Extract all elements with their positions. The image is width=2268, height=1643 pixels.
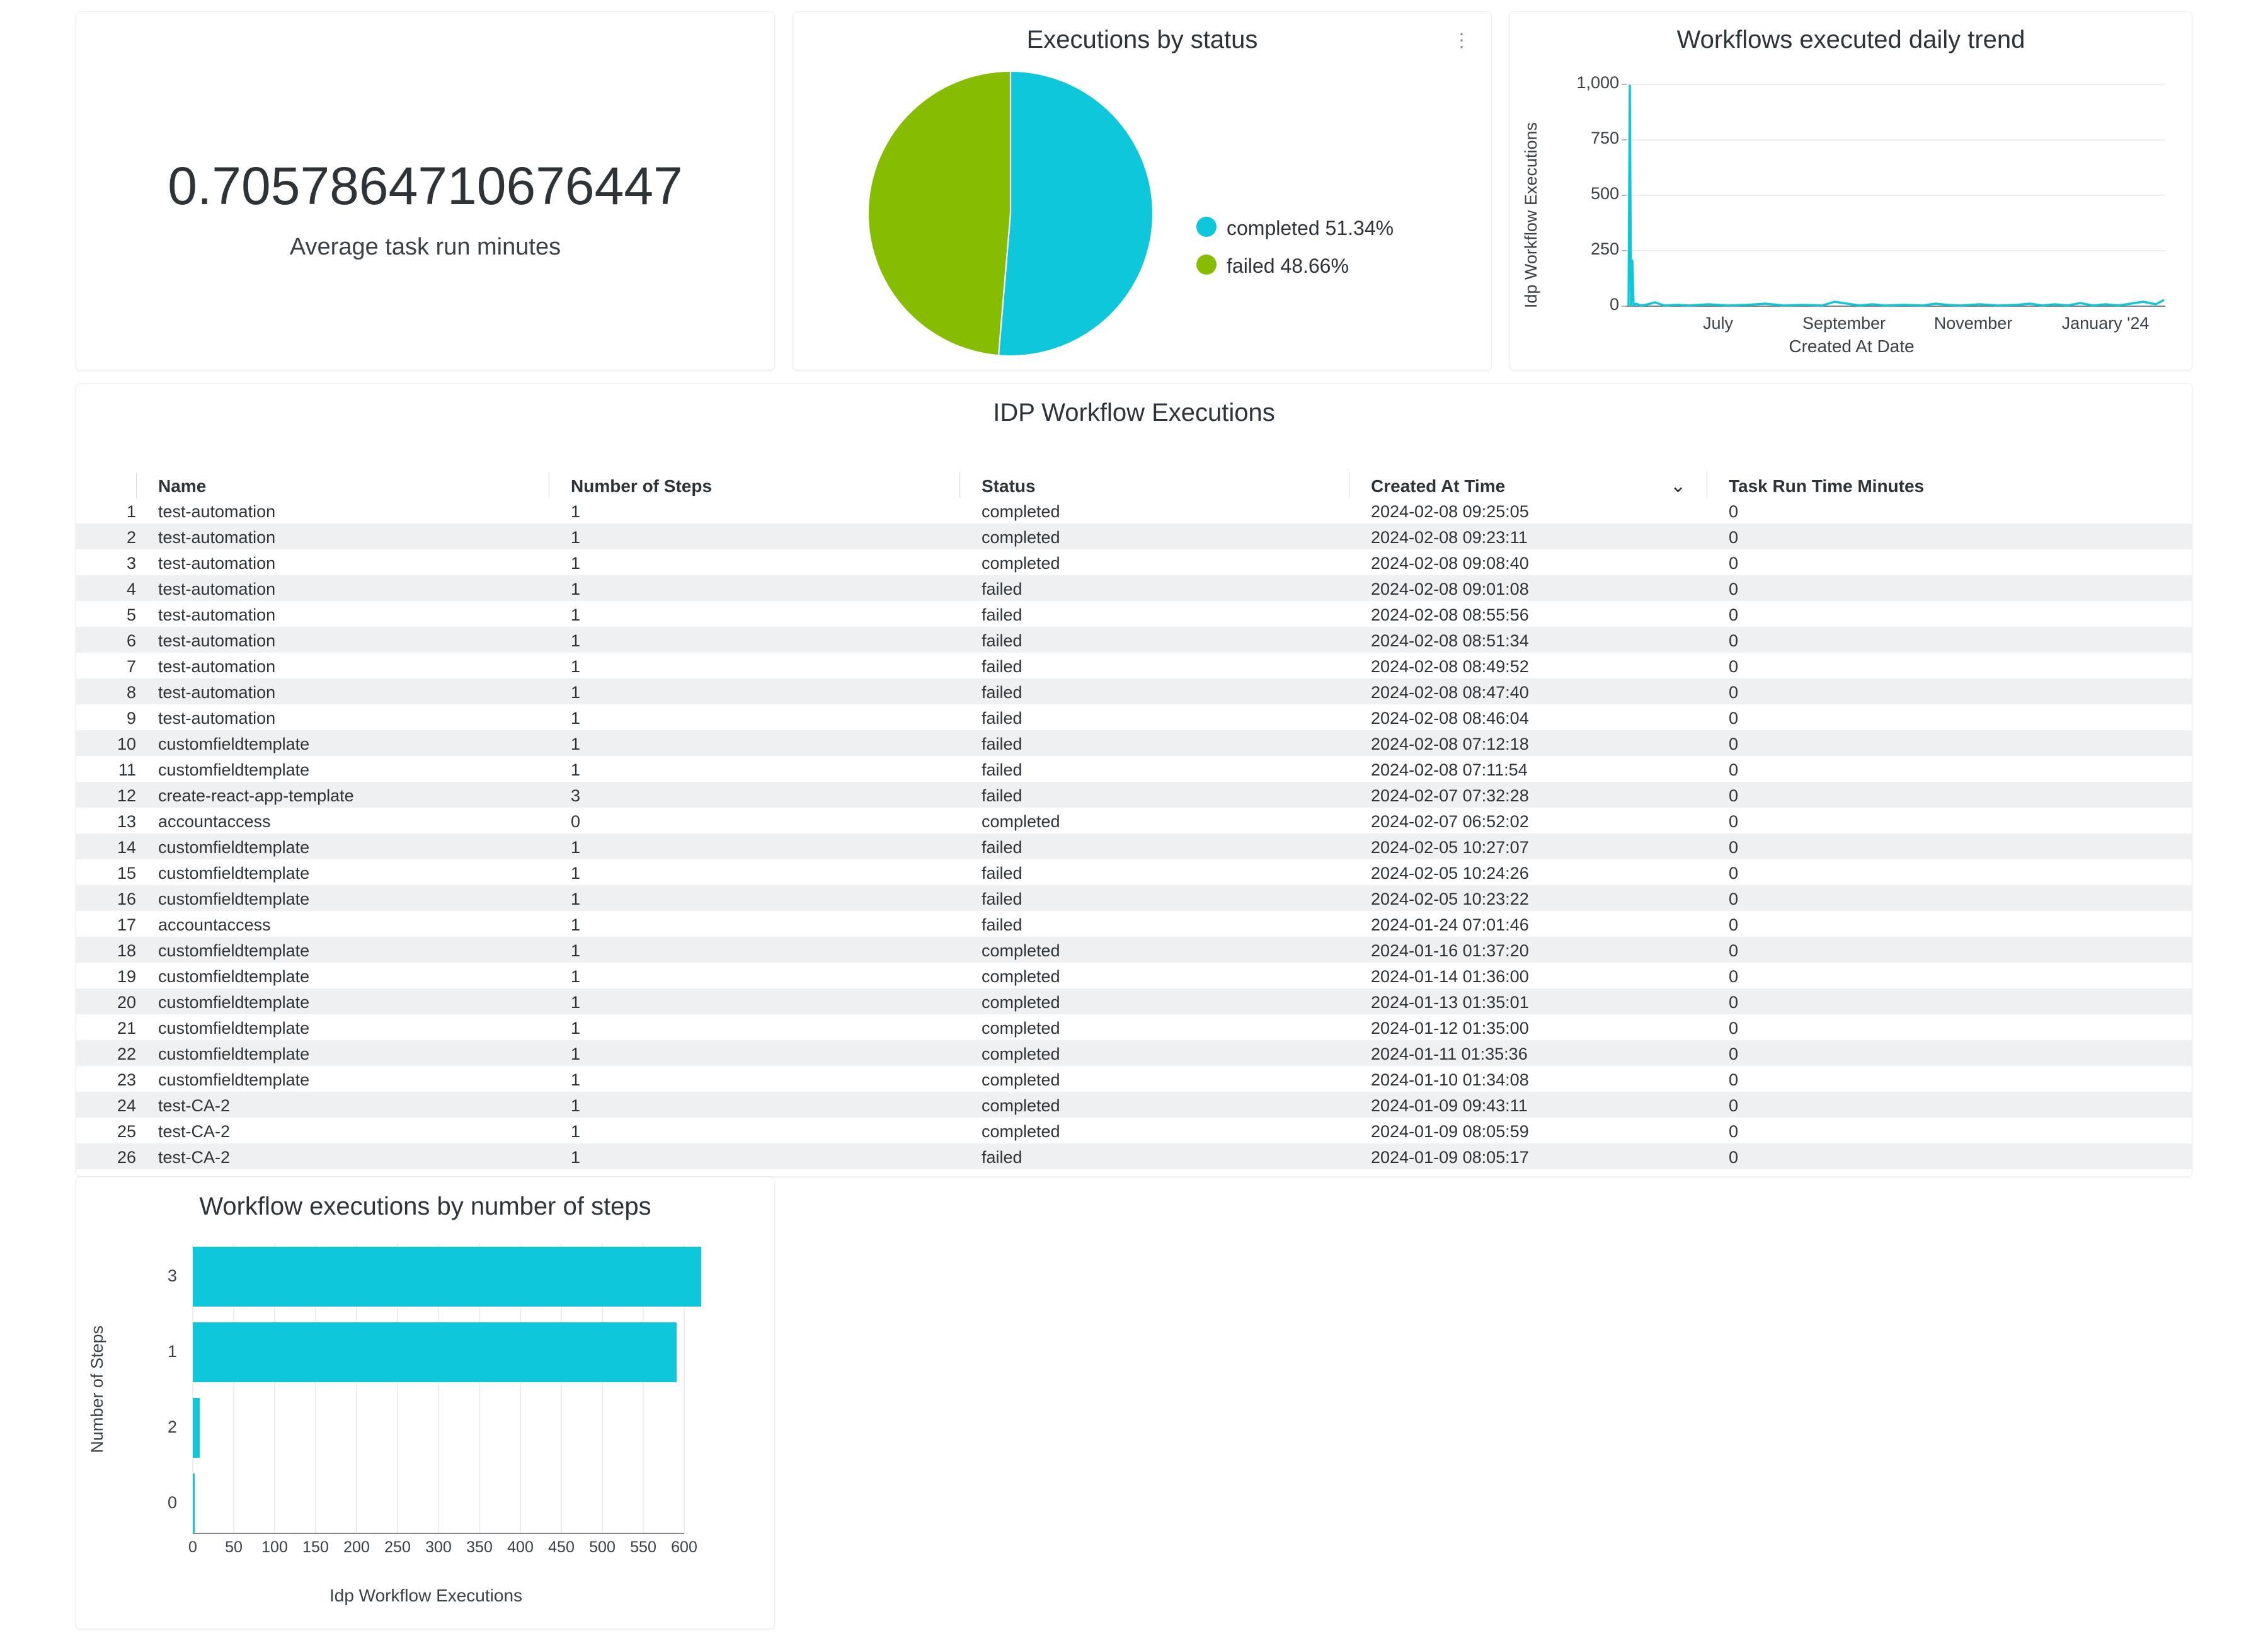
svg-text:0: 0 <box>1610 295 1619 314</box>
svg-text:2: 2 <box>168 1417 177 1436</box>
svg-text:1: 1 <box>168 1342 177 1361</box>
svg-text:0: 0 <box>188 1538 197 1556</box>
svg-text:350: 350 <box>466 1538 493 1556</box>
svg-text:150: 150 <box>302 1538 329 1556</box>
svg-text:200: 200 <box>343 1538 370 1556</box>
svg-text:750: 750 <box>1591 129 1619 147</box>
svg-text:600: 600 <box>671 1538 697 1556</box>
svg-text:400: 400 <box>507 1538 534 1556</box>
svg-text:250: 250 <box>1591 239 1619 258</box>
svg-text:3: 3 <box>168 1266 177 1285</box>
svg-text:250: 250 <box>384 1538 411 1556</box>
svg-text:500: 500 <box>1591 184 1619 203</box>
svg-text:September: September <box>1802 314 1886 333</box>
svg-text:0: 0 <box>168 1493 177 1512</box>
svg-text:July: July <box>1703 314 1734 333</box>
svg-text:450: 450 <box>548 1538 575 1556</box>
svg-text:500: 500 <box>589 1538 616 1556</box>
svg-text:November: November <box>1934 314 2013 333</box>
svg-text:January '24: January '24 <box>2062 314 2150 333</box>
svg-text:50: 50 <box>225 1538 243 1556</box>
svg-text:100: 100 <box>261 1538 288 1556</box>
svg-text:1,000: 1,000 <box>1576 73 1619 92</box>
svg-text:300: 300 <box>425 1538 452 1556</box>
svg-text:550: 550 <box>630 1538 656 1556</box>
